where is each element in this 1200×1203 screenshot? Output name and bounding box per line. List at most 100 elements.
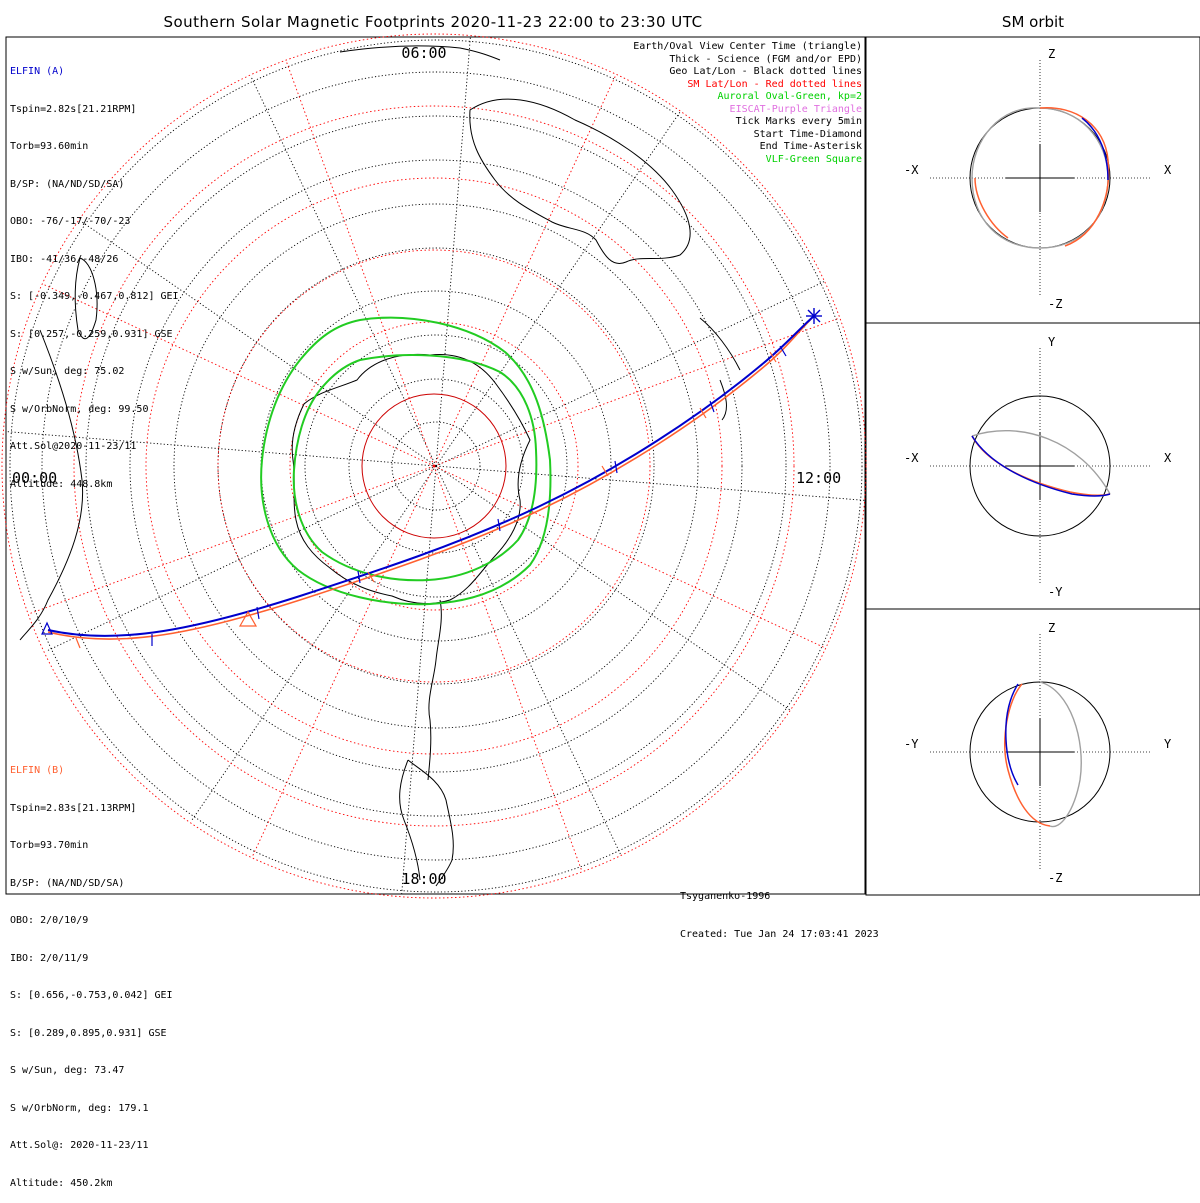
elfin-b-tick-marks (75, 351, 777, 649)
elfin-a-line: Torb=93.60min (10, 141, 89, 152)
orbit-track-elfin-a (971, 435, 1111, 497)
geo-lat-circle (217, 247, 655, 685)
clock-label-top: 06:00 (401, 44, 446, 62)
axis-label-top: Z (1048, 621, 1055, 635)
elfin-b-line: OBO: 2/0/10/9 (10, 915, 89, 926)
antarctic-peninsula (427, 599, 442, 781)
elfin-a-line: IBO: -41/36/-48/26 (10, 253, 119, 265)
orbit-track-elfin-a (1081, 117, 1109, 181)
elfin-a-start-triangle (41, 621, 53, 635)
geo-lat-circle (173, 203, 699, 729)
elfin-b-view-center-triangle (238, 610, 258, 627)
geo-lon-line (47, 465, 437, 651)
elfin-b-line: S: [0.289,0.895,0.931] GSE (10, 1027, 167, 1039)
sm-orbit-panels: Z -Z -X X Y -Y -X X Z -Z -Y Y (904, 47, 1172, 885)
elfin-a-tick-marks (151, 345, 787, 646)
orbit-track-elfin-b (1004, 683, 1051, 827)
axis-label-top: Z (1048, 47, 1055, 61)
elfin-b-line: IBO: 2/0/11/9 (10, 952, 89, 964)
geo-lon-line (251, 77, 437, 467)
orbit-track-elfin-a (1005, 683, 1019, 786)
geo-lon-line (7, 431, 437, 467)
orbit-track-gray (1039, 681, 1082, 828)
australia-coastline (469, 98, 691, 264)
auroral-oval-outer (260, 316, 552, 606)
elfin-a-line: S w/Sun, deg: 75.02 (10, 366, 125, 377)
elfin-b-line: S w/OrbNorm, deg: 179.1 (10, 1102, 149, 1114)
elfin-b-info: ELFIN (B) Tspin=2.83s[21.13RPM] Torb=93.… (10, 740, 173, 1203)
credit-created: Created: Tue Jan 24 17:03:41 2023 (680, 928, 879, 940)
axis-label-right: Y (1164, 737, 1172, 751)
africa-coastline (19, 329, 84, 641)
geo-lat-circle (85, 115, 787, 817)
orbit-track-gray (971, 429, 1111, 495)
axis-label-left: -Y (904, 737, 919, 751)
legend-item-vlf: VLF-Green Square (765, 153, 862, 165)
geo-lon-line (435, 465, 791, 711)
credit: Tsyganenko-1996 Created: Tue Jan 24 17:0… (680, 866, 879, 954)
elfin-a-line: S: [-0.349,-0.467,0.812] GEI (10, 291, 179, 302)
sm-lon-line (433, 318, 839, 467)
credit-author: Tsyganenko-1996 (680, 891, 771, 902)
geo-lon-line (191, 465, 437, 821)
legend-item-sm-grid: SM Lat/Lon - Red dotted lines (687, 78, 862, 90)
orbit-panel-2: Y -Y -X X (904, 335, 1172, 599)
axis-label-top: Y (1048, 335, 1056, 349)
elfin-b-name: ELFIN (B) (10, 765, 65, 776)
legend: Earth/Oval View Center Time (triangle) T… (633, 41, 862, 166)
geo-lat-circle (41, 71, 831, 861)
orbit-panel-3: Z -Z -Y Y (904, 621, 1172, 885)
geo-lat-circle (9, 39, 863, 893)
axis-label-bottom: -Z (1048, 871, 1062, 885)
clock-label-bottom: 18:00 (401, 870, 446, 888)
legend-item-science: Thick - Science (FGM and/or EPD) (669, 53, 862, 65)
elfin-a-line: Att.Sol@2020-11-23/11 (10, 441, 137, 452)
axis-label-left: -X (904, 163, 919, 177)
orbit-track-elfin-b (974, 106, 1110, 247)
sm-lon-line (433, 465, 582, 871)
elfin-a-footprint-track (47, 315, 815, 637)
sm-lat-circle (289, 321, 579, 611)
elfin-a-name: ELFIN (A) (10, 66, 65, 77)
orbit-panel-yz (865, 608, 1200, 896)
elfin-a-line: S w/OrbNorm, deg: 99.50 (10, 403, 149, 415)
track-markers (41, 308, 822, 649)
axis-label-right: X (1164, 451, 1172, 465)
elfin-a-info: ELFIN (A) Tspin=2.82s[21.21RPM] Torb=93.… (10, 41, 179, 504)
axis-label-left: -X (904, 451, 919, 465)
southeast-asia-coastline (339, 45, 501, 61)
elfin-b-line: Tspin=2.83s[21.13RPM] (10, 802, 137, 814)
legend-item-geo-grid: Geo Lat/Lon - Black dotted lines (669, 66, 862, 77)
sm-lat-circle (1, 33, 867, 899)
sm-lon-line (252, 465, 435, 857)
new-zealand-coastline (699, 317, 741, 421)
figure-title: Southern Solar Magnetic Footprints 2020-… (163, 13, 703, 31)
geo-lat-circle (304, 334, 568, 598)
orbit-panel-xz (865, 36, 1200, 324)
legend-item-auroral-oval: Auroral Oval-Green, kp=2 (717, 91, 863, 102)
sm-lat-circle (73, 105, 795, 827)
main-plot-frame (5, 36, 866, 895)
elfin-b-line: Torb=93.70min (10, 840, 89, 851)
madagascar-coastline (74, 257, 98, 340)
geo-lon-line (435, 281, 825, 467)
elfin-b-line: B/SP: (NA/ND/SD/SA) (10, 877, 125, 889)
elfin-a-line: Tspin=2.82s[21.21RPM] (10, 103, 137, 115)
legend-item-start: Start Time-Diamond (753, 128, 862, 140)
legend-item-end: End Time-Asterisk (759, 141, 862, 152)
sm-latlon-grid (1, 33, 867, 899)
sm-lon-line (433, 75, 616, 467)
elfin-b-line: Altitude: 450.2km (10, 1177, 113, 1189)
clock-label-left: 00:00 (12, 469, 57, 487)
sm-pole-circle (361, 393, 507, 539)
elfin-b-line: S: [0.656,-0.753,0.042] GEI (10, 990, 173, 1001)
orbit-column-title: SM orbit (1001, 13, 1065, 31)
axis-label-right: X (1164, 163, 1172, 177)
sm-lat-circle (217, 249, 651, 683)
elfin-a-line: OBO: -76/-17/-70/-23 (10, 216, 131, 227)
orbit-track-gray (971, 107, 1109, 249)
geo-lat-circle (391, 421, 481, 511)
geo-lat-circle (260, 290, 612, 642)
elfin-b-line: S w/Sun, deg: 73.47 (10, 1065, 125, 1076)
antarctica-coastline (291, 353, 531, 604)
